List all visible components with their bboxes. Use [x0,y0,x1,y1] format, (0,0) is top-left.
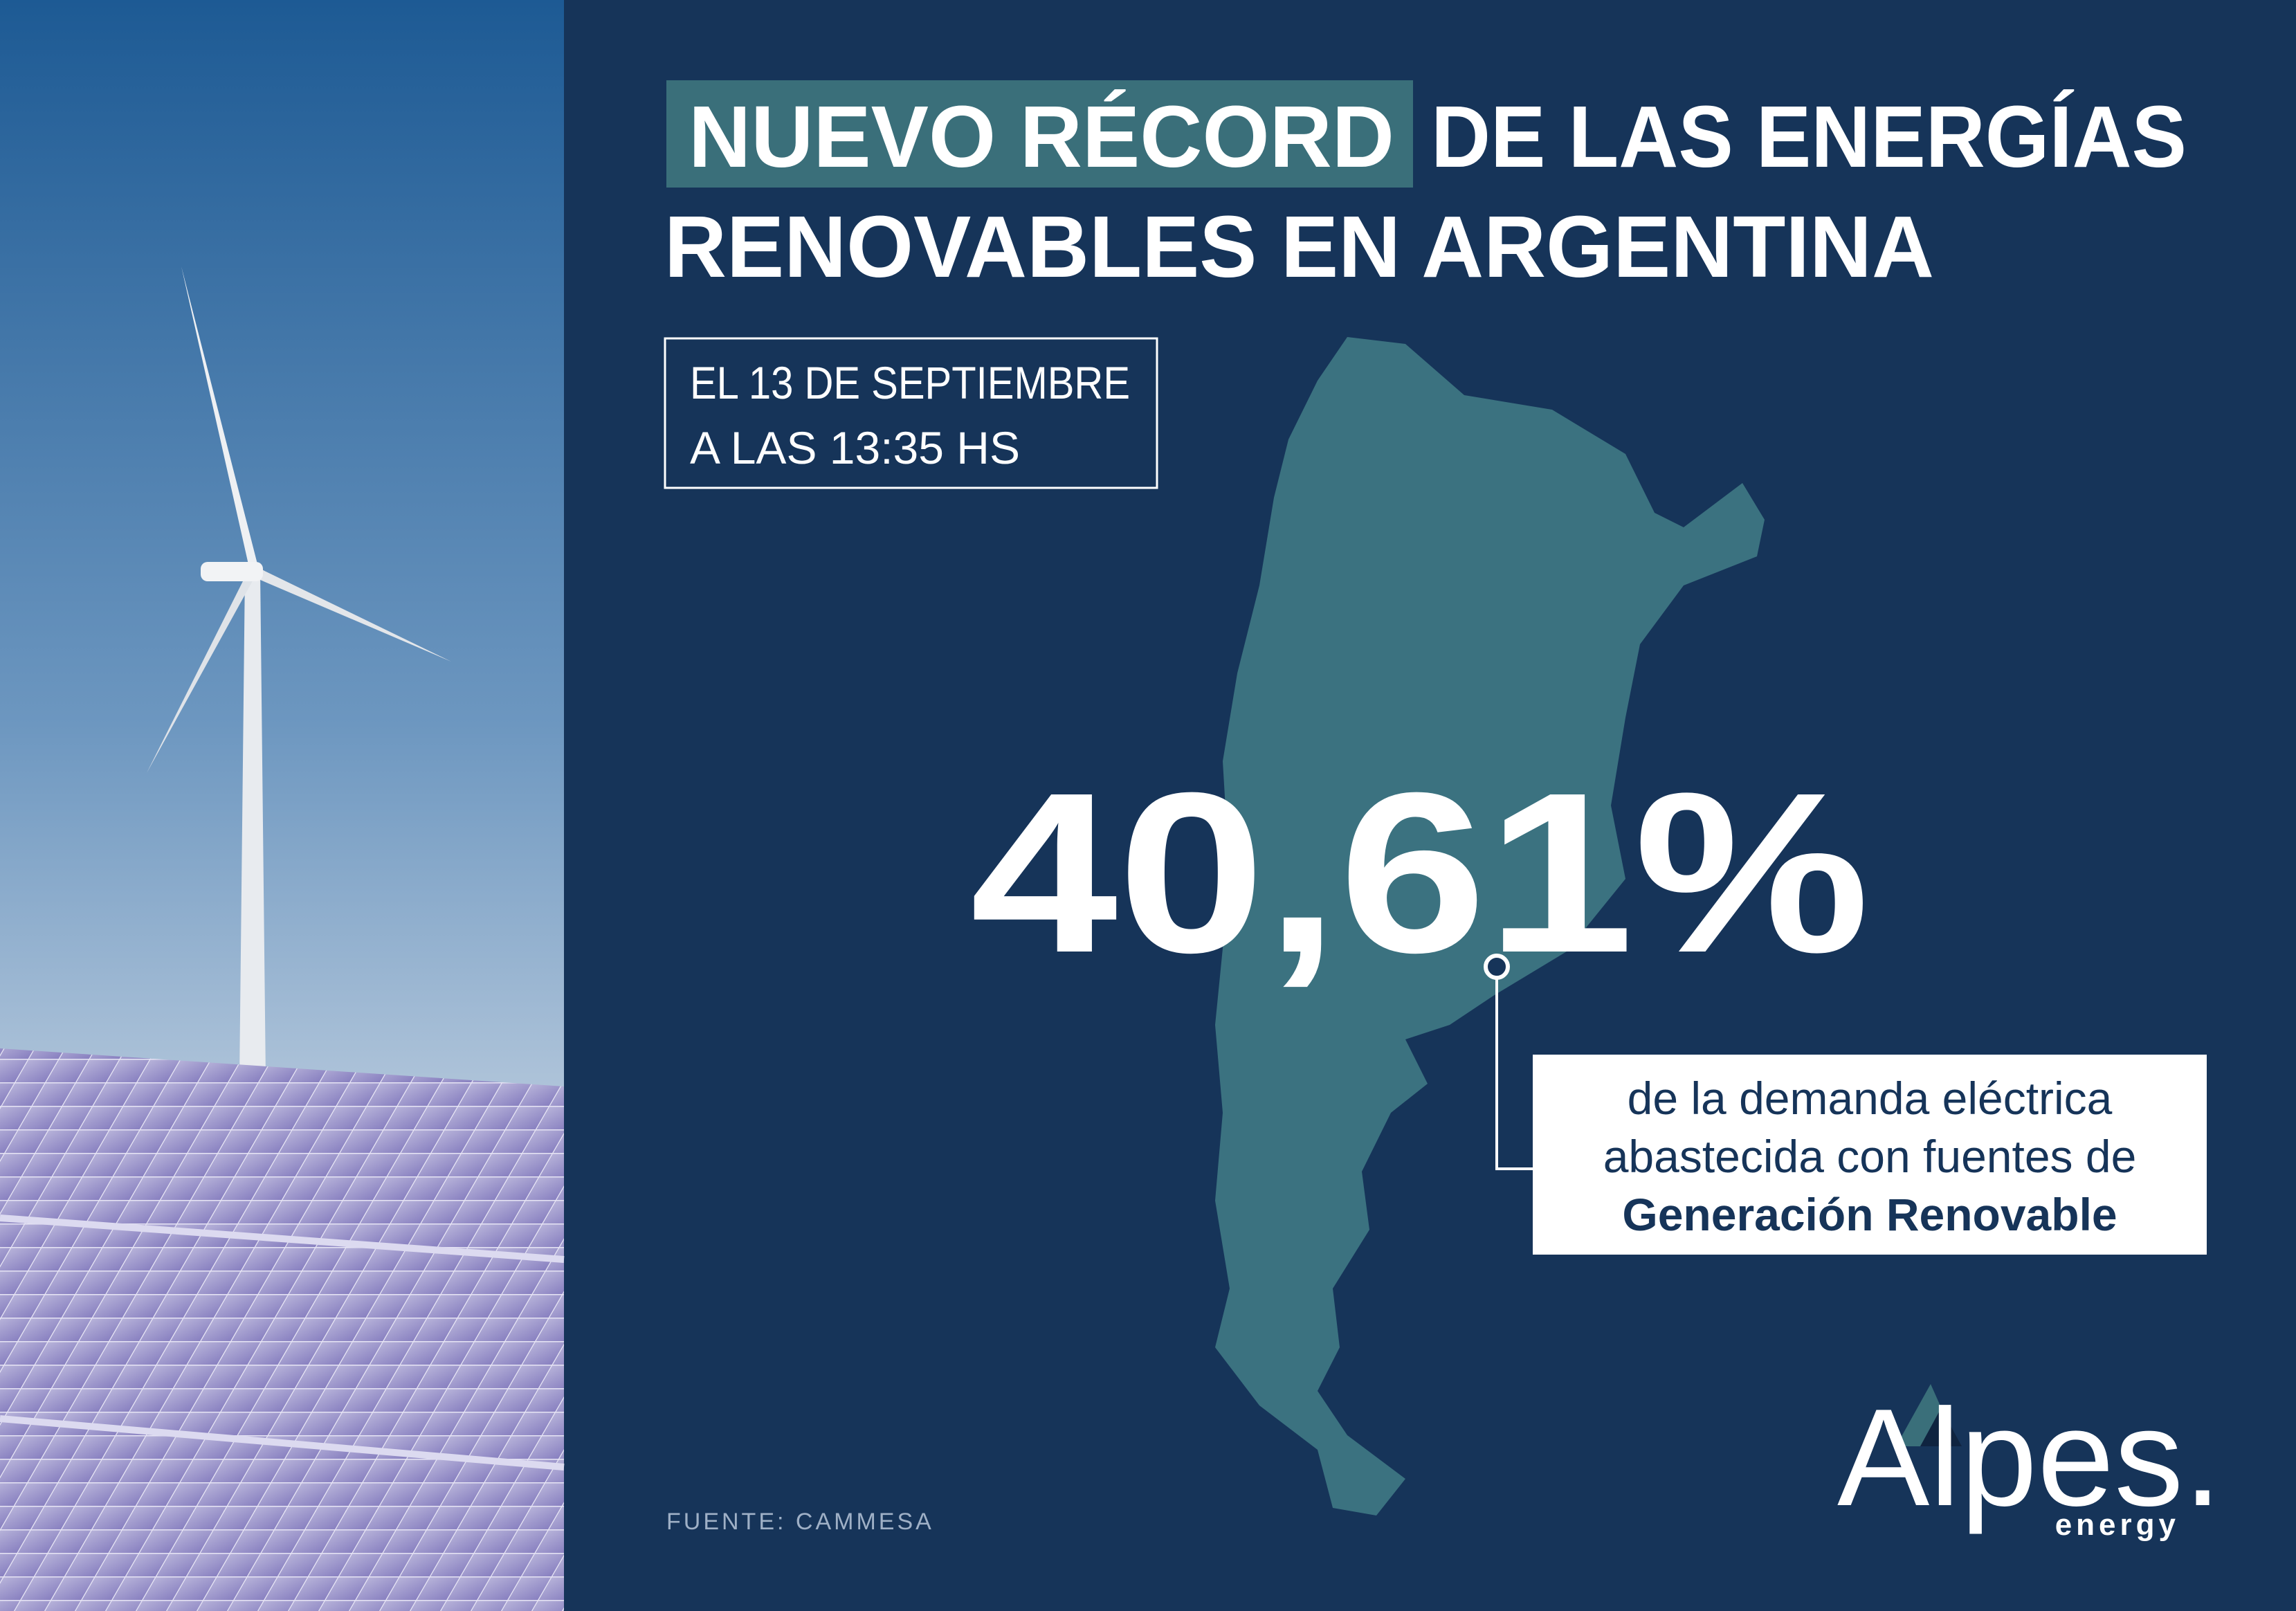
solar-panels [0,1048,564,1611]
title-line: DE LAS ENERGÍAS [1431,88,2187,185]
description-text: abastecida con fuentes de [1603,1131,2137,1182]
connector-dot [1484,954,1510,980]
title-highlight: NUEVO RÉCORD [689,88,1394,185]
argentina-map [1215,337,1765,1516]
title-line: RENOVABLES EN ARGENTINA [664,198,1934,295]
panel-gap [0,1214,565,1471]
title-highlight-box [666,80,1413,188]
date-text: EL 13 DE SEPTIEMBRE [690,357,1130,408]
connector [1495,976,1533,1170]
date-box [664,337,1158,489]
photo-panel [0,0,565,1611]
turbine-tower [239,571,266,1080]
logo-mark [1920,1408,1962,1446]
logo-tagline: energy [2055,1508,2180,1542]
date-text: A LAS 13:35 HS [690,422,1020,473]
description-text: de la demanda eléctrica [1628,1073,2113,1124]
turbine-blade [181,266,257,567]
turbine-blade [147,572,255,773]
source: FUENTE: CAMMESA [666,1509,934,1535]
description-text: Generación Renovable [1622,1189,2117,1240]
logo-name: Alpes. [1837,1381,2222,1535]
turbine-nacelle [201,562,263,581]
turbine-blade [250,566,451,662]
description-box [1533,1055,2207,1255]
statistic-value: 40,61% [970,745,1870,1000]
